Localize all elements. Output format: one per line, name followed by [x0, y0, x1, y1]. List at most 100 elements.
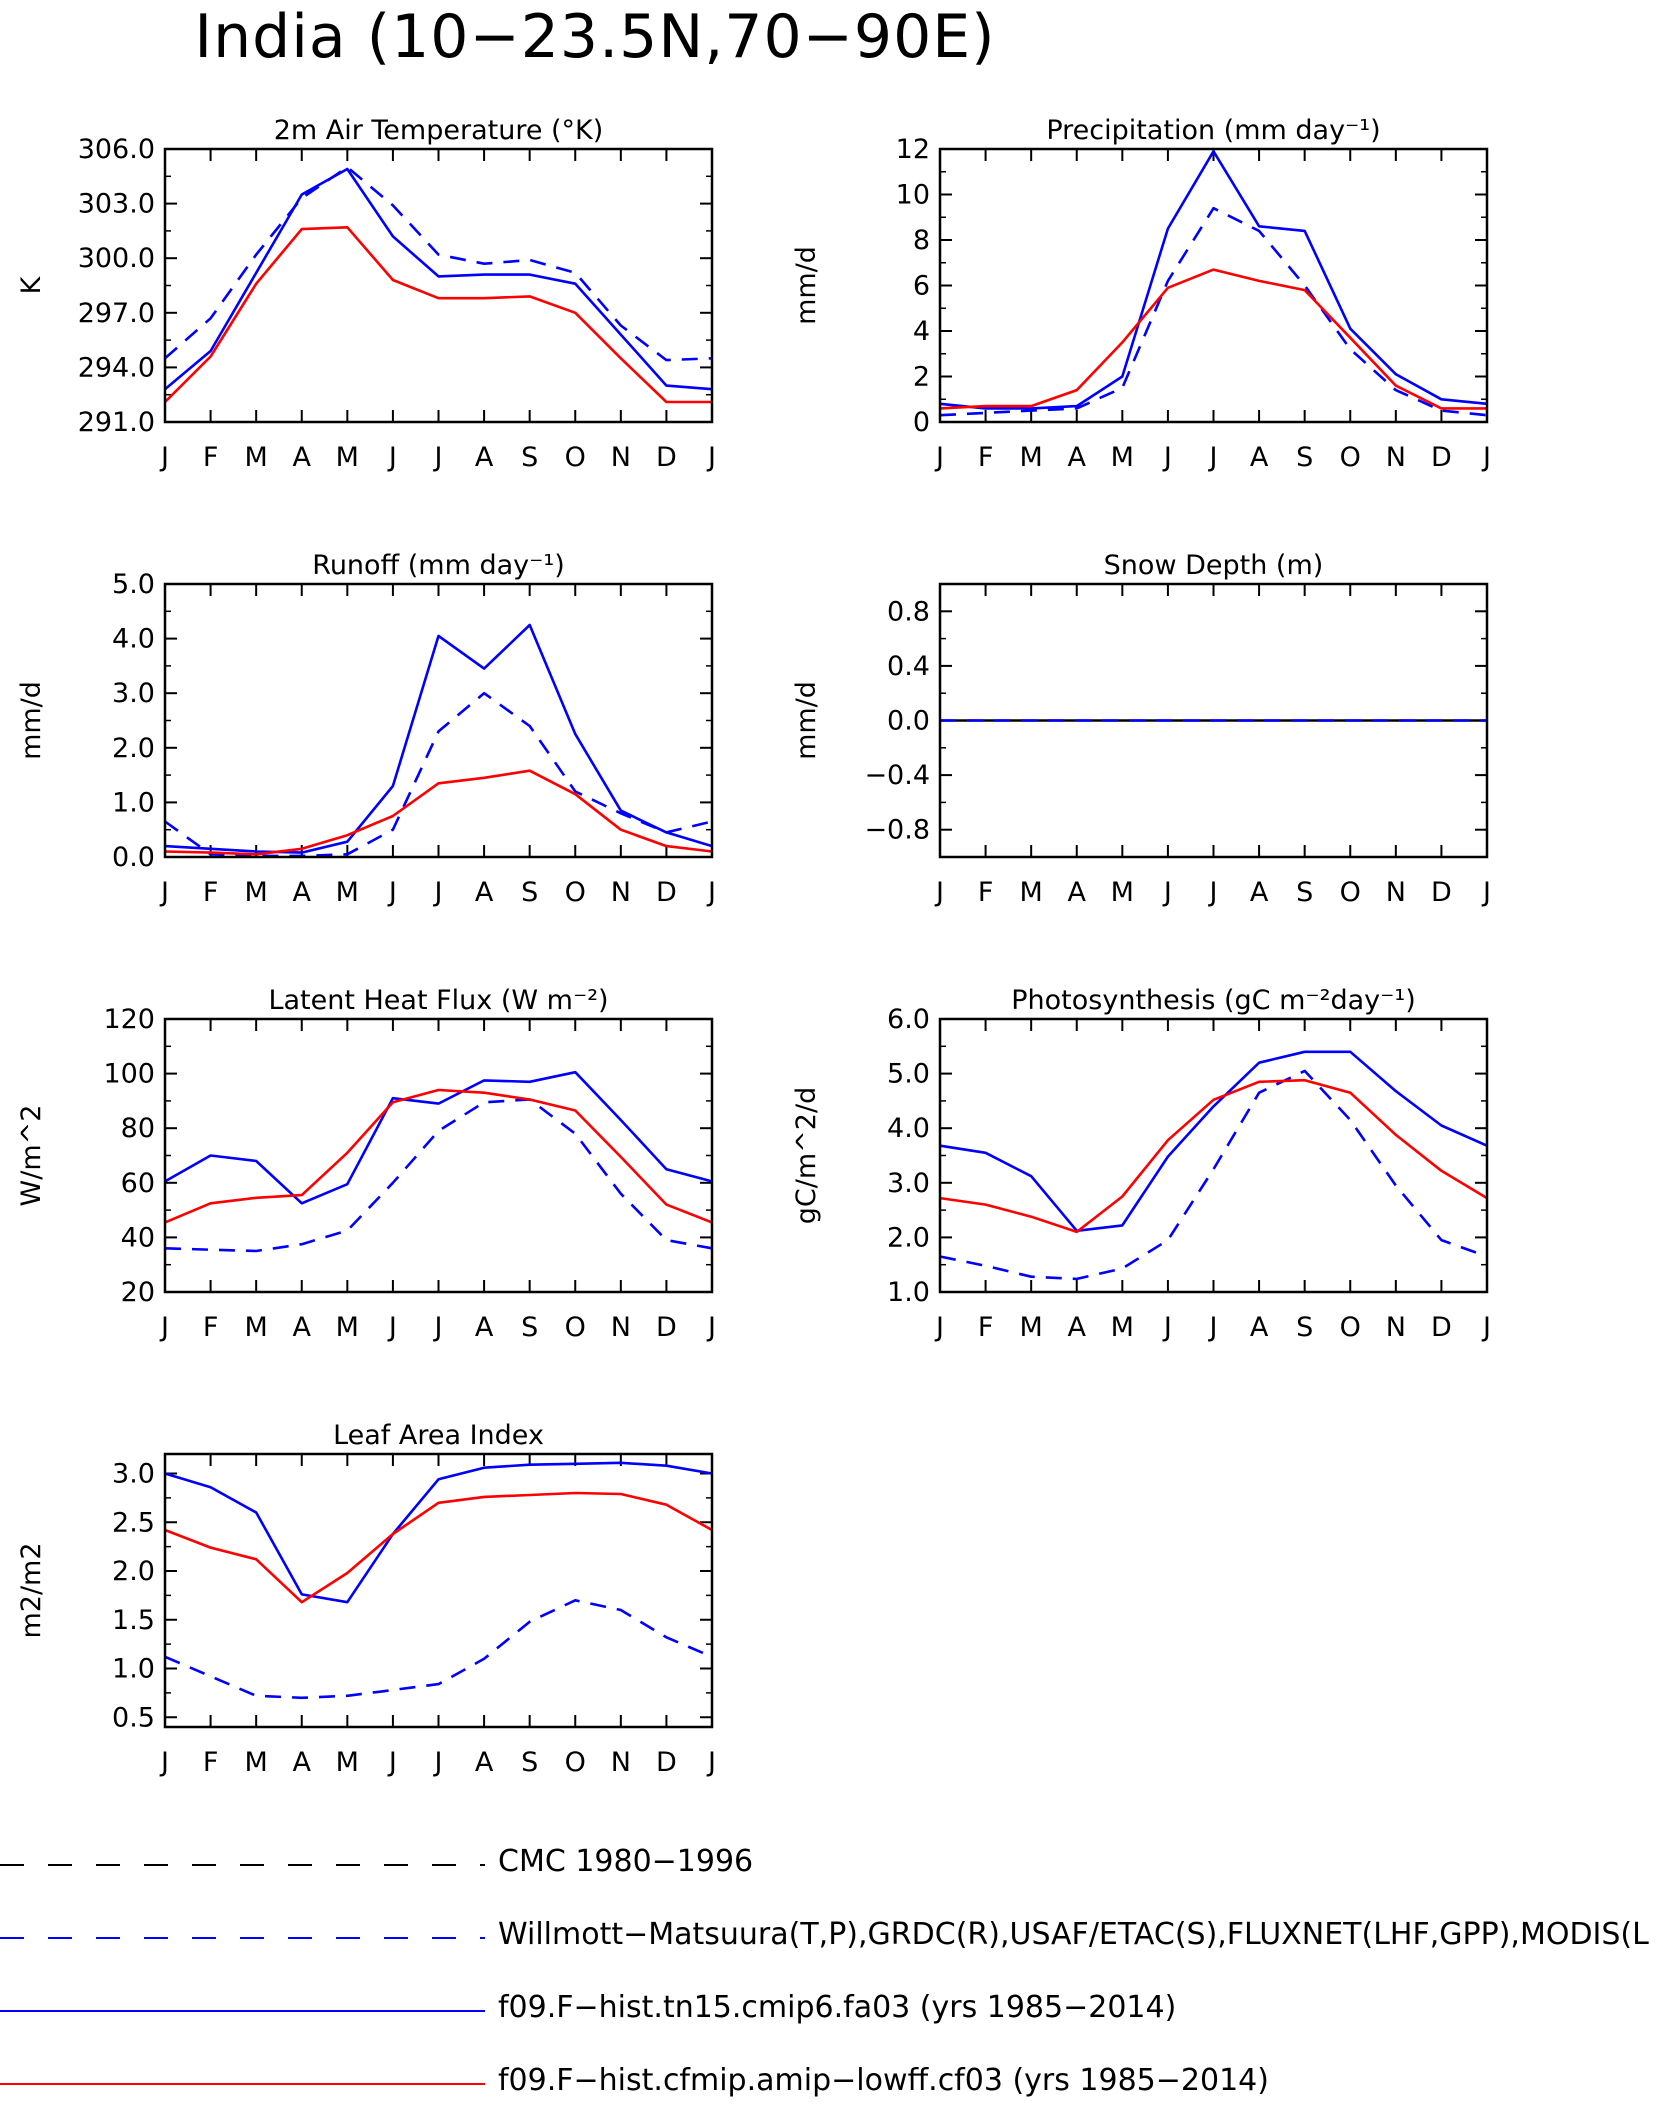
x-tick-label: J — [1208, 877, 1218, 908]
y-tick-label: 1.0 — [887, 1277, 930, 1308]
y-axis-label: K — [16, 275, 47, 294]
x-tick-label: J — [1481, 442, 1491, 473]
y-tick-label: 1.0 — [112, 787, 155, 818]
x-tick-label: A — [475, 877, 494, 908]
y-tick-label: 5.0 — [887, 1059, 930, 1090]
chart-panel: Snow Depth (m)mm/d−0.8−0.40.00.40.8J F M A M… — [791, 550, 1491, 908]
x-tick-label: J — [433, 1747, 443, 1778]
x-tick-label: J — [1481, 1312, 1491, 1343]
y-tick-label: 12 — [896, 134, 930, 165]
y-tick-label: 0.0 — [112, 842, 155, 873]
x-tick-label: O — [565, 1312, 586, 1343]
x-tick-label: A — [1068, 877, 1087, 908]
x-tick-label: M — [245, 442, 268, 473]
x-tick-label: A — [1068, 1312, 1087, 1343]
plot-frame — [938, 147, 1489, 424]
legend-label: f09.F−hist.tn15.cmip6.fa03 (yrs 1985−201… — [498, 1990, 1177, 2025]
series-line — [939, 268, 1487, 410]
x-tick-label: F — [203, 442, 219, 473]
x-tick-label: J — [1162, 442, 1172, 473]
x-tick-label: F — [203, 1747, 219, 1778]
x-tick-label: S — [521, 877, 538, 908]
x-tick-label: F — [978, 442, 994, 473]
y-tick-label: 2.0 — [887, 1222, 930, 1253]
y-tick-label: 0.8 — [887, 596, 930, 627]
plot-frame — [938, 582, 1489, 859]
series-line — [164, 769, 713, 856]
y-tick-label: 294.0 — [78, 352, 155, 383]
x-tick-label: J — [433, 1312, 443, 1343]
x-tick-label: S — [521, 1747, 538, 1778]
series-line — [939, 206, 1488, 417]
y-tick-label: 5.0 — [112, 569, 155, 600]
legend-label: f09.F−hist.cfmip.amip−lowff.cf03 (yrs 19… — [498, 2063, 1269, 2098]
plot-frame — [163, 582, 714, 859]
legend-item: Willmott−Matsuura(T,P),GRDC(R),USAF/ETAC… — [0, 1913, 1673, 1963]
x-tick-label: M — [1111, 1312, 1134, 1343]
x-tick-label: N — [1386, 1312, 1406, 1343]
legend-label: Willmott−Matsuura(T,P),GRDC(R),USAF/ETAC… — [498, 1917, 1649, 1952]
legend-swatch — [0, 1937, 485, 1939]
x-tick-label: J — [387, 1312, 397, 1343]
y-tick-label: 2.0 — [112, 733, 155, 764]
x-tick-label: S — [1296, 877, 1313, 908]
y-tick-label: 300.0 — [78, 243, 155, 274]
x-tick-label: J — [387, 1747, 397, 1778]
x-tick-label: J — [706, 1747, 716, 1778]
y-tick-label: 1.0 — [112, 1654, 155, 1685]
chart-panel: Leaf Area Index m2/m2 0.5 1.0 1.5 2.0 2.5 3.0 J F… — [16, 1420, 716, 1778]
x-tick-label: D — [656, 1312, 677, 1343]
x-tick-label: M — [1111, 442, 1134, 473]
series-line — [164, 623, 713, 854]
x-tick-label: S — [1296, 1312, 1313, 1343]
x-tick-label: J — [1162, 877, 1172, 908]
x-tick-label: J — [1162, 1312, 1172, 1343]
x-tick-label: M — [336, 442, 359, 473]
x-tick-label: J — [159, 442, 169, 473]
x-tick-label: D — [1431, 442, 1452, 473]
y-tick-label: 20 — [121, 1277, 155, 1308]
series-line — [164, 226, 712, 404]
y-axis-label: mm/d — [16, 681, 47, 760]
x-tick-label: M — [1020, 1312, 1043, 1343]
series-line — [164, 1088, 713, 1224]
series-line — [164, 165, 713, 362]
y-tick-label: 303.0 — [78, 189, 155, 220]
y-tick-label: 0 — [913, 407, 930, 438]
y-tick-label: 120 — [103, 1004, 155, 1035]
x-tick-label: J — [433, 877, 443, 908]
x-tick-label: A — [475, 1747, 494, 1778]
y-tick-label: 60 — [121, 1168, 155, 1199]
legend-swatch — [0, 2083, 485, 2085]
x-tick-label: S — [521, 442, 538, 473]
x-tick-label: J — [387, 442, 397, 473]
y-tick-label: 10 — [896, 180, 930, 211]
y-tick-label: 3.0 — [112, 1459, 155, 1490]
series-line — [164, 1599, 713, 1700]
y-tick-label: 297.0 — [78, 298, 155, 329]
legend-item: CMC 1980−1996 — [0, 1840, 1673, 1890]
y-tick-label: 3.0 — [112, 678, 155, 709]
x-tick-label: D — [656, 442, 677, 473]
x-tick-label: F — [978, 877, 994, 908]
x-tick-label: J — [1208, 1312, 1218, 1343]
series-line — [164, 1491, 713, 1604]
x-tick-label: A — [1250, 877, 1269, 908]
x-tick-label: N — [611, 1747, 631, 1778]
y-tick-label: 100 — [103, 1059, 155, 1090]
x-tick-label: M — [1111, 877, 1134, 908]
plot-frame — [938, 1017, 1489, 1294]
chart-panel: Latent Heat Flux (W m⁻²) W/m^2 20 40 60 80 100… — [16, 985, 716, 1343]
y-tick-label: 0.0 — [887, 706, 930, 737]
x-tick-label: J — [706, 442, 716, 473]
x-tick-label: F — [203, 877, 219, 908]
x-tick-label: A — [293, 877, 312, 908]
legend-swatch — [0, 1864, 485, 1866]
y-axis-label: gC/m^2/d — [791, 1087, 822, 1224]
x-tick-label: O — [1340, 442, 1361, 473]
x-tick-label: D — [656, 1747, 677, 1778]
x-tick-label: N — [1386, 877, 1406, 908]
x-tick-label: M — [245, 1312, 268, 1343]
x-tick-label: O — [1340, 877, 1361, 908]
